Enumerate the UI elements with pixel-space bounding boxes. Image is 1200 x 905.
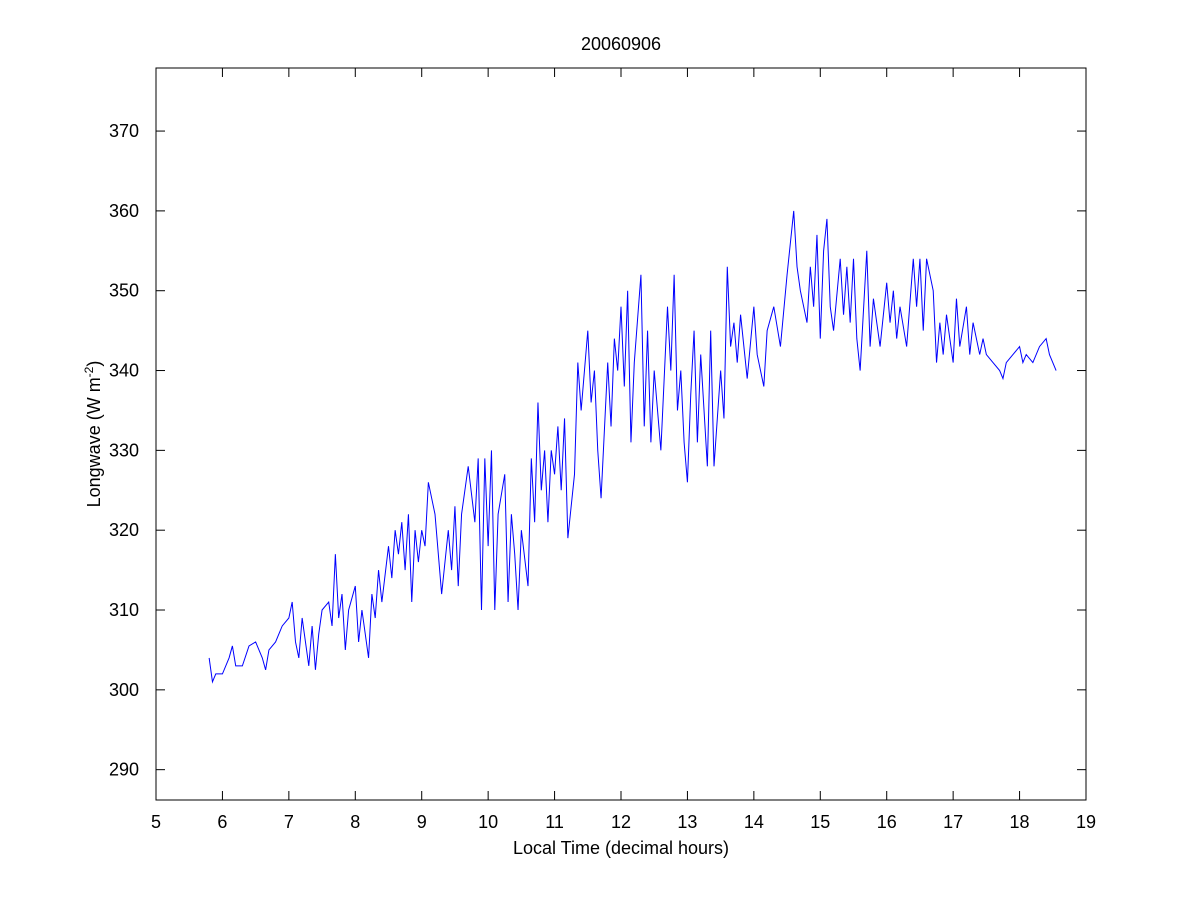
x-tick-label: 7: [284, 812, 294, 832]
data-line: [208, 210, 1057, 684]
y-tick-label: 350: [109, 281, 139, 301]
x-tick-label: 16: [877, 812, 897, 832]
y-axis-label-sup: -2: [82, 366, 96, 377]
x-tick-label: 8: [350, 812, 360, 832]
x-tick-label: 9: [417, 812, 427, 832]
x-axis-label: Local Time (decimal hours): [513, 838, 729, 858]
plot-area: [155, 67, 1087, 801]
y-tick-label: 370: [109, 121, 139, 141]
y-tick-label: 320: [109, 520, 139, 540]
x-tick-label: 17: [943, 812, 963, 832]
y-axis-label-end: ): [84, 361, 104, 367]
y-tick-label: 360: [109, 201, 139, 221]
y-axis-label-main: Longwave (W m: [84, 377, 104, 507]
x-tick-label: 6: [217, 812, 227, 832]
chart-title: 20060906: [581, 34, 661, 54]
y-tick-label: 340: [109, 361, 139, 381]
y-tick-label: 300: [109, 680, 139, 700]
x-tick-label: 18: [1010, 812, 1030, 832]
x-tick-label: 19: [1076, 812, 1096, 832]
y-tick-label: 290: [109, 760, 139, 780]
x-tick-label: 5: [151, 812, 161, 832]
y-axis-label: Longwave (W m-2): [82, 361, 104, 508]
x-tick-label: 12: [611, 812, 631, 832]
x-tick-label: 14: [744, 812, 764, 832]
x-tick-label: 15: [810, 812, 830, 832]
x-tick-label: 10: [478, 812, 498, 832]
y-tick-label: 310: [109, 600, 139, 620]
y-tick-label: 330: [109, 440, 139, 460]
x-tick-label: 11: [545, 812, 564, 832]
x-tick-label: 13: [677, 812, 697, 832]
